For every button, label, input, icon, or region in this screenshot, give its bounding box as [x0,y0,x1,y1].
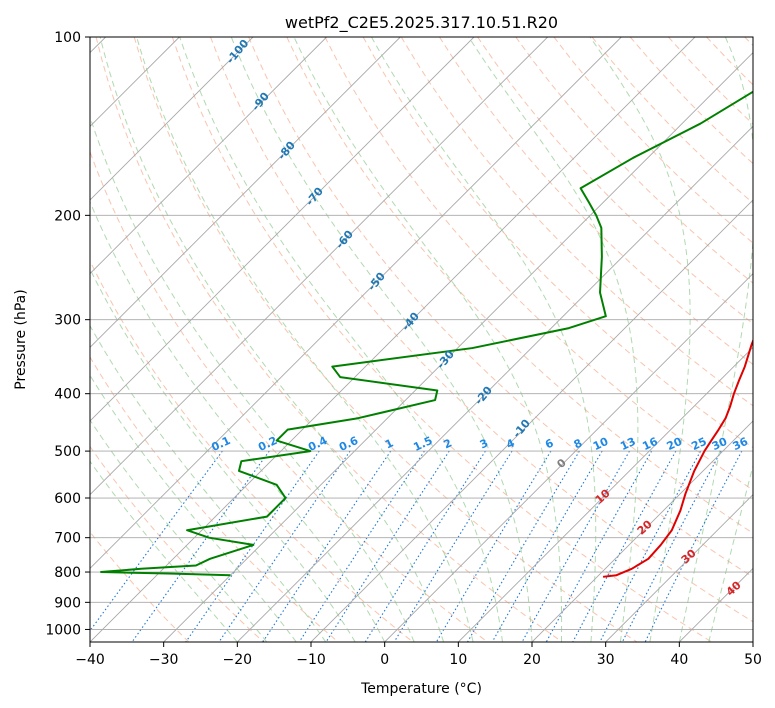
y-tick-label: 500 [54,444,81,460]
x-tick-label: −30 [149,652,179,668]
mixing-ratio-line [491,450,603,642]
x-tick-label: 20 [523,652,541,668]
mixing-ratio-line [545,450,653,642]
y-axis-label: Pressure (hPa) [13,289,29,389]
dry-adiabat-line [324,37,753,491]
dry-adiabat-line [90,356,339,642]
x-tick-label: 10 [449,652,467,668]
mixing-ratio-label: 36 [731,435,751,453]
mixing-ratio-line [644,450,743,642]
isotherm-line [90,37,327,275]
isotherm-line [90,37,548,496]
moist-adiabat-line [179,37,504,642]
isotherm-line [163,52,753,642]
mixing-ratio-label: 16 [640,435,660,453]
x-tick-label: −10 [296,652,326,668]
moist-adiabats [90,37,753,642]
isotherm-line [237,125,753,642]
y-tick-label: 400 [54,387,81,403]
moist-adiabat-line [90,268,356,642]
isotherm-line [90,37,475,422]
isotherm-line [90,37,401,348]
x-tick-label: −40 [75,652,105,668]
isotherm-line [90,37,696,642]
isotherm-line [605,494,753,642]
isotherm-line [90,37,622,569]
dry-adiabat-line [248,37,753,578]
moist-adiabat-line [293,37,563,642]
chart-title: wetPf2_C2E5.2025.317.10.51.R20 [285,13,558,33]
isotherm-line [310,199,753,642]
moist-adiabat-line [678,37,753,642]
mixing-ratio-line [218,450,351,642]
isotherm-line [458,346,753,642]
mixing-ratio-label: 13 [618,435,637,453]
y-tick-label: 600 [54,491,81,507]
y-tick-label: 900 [54,595,81,611]
plot-frame [89,36,754,643]
x-tick-label: 30 [597,652,615,668]
isobar-grid [90,37,753,630]
y-tick-label: 100 [54,30,81,46]
moist-adiabat-line [99,37,445,642]
mixing-ratio-line [90,450,223,632]
y-tick-label: 800 [54,565,81,581]
mixing-ratio-line [572,450,677,642]
isotherm-line [90,37,254,201]
moist-adiabat-line [230,37,533,642]
dry-adiabat-line [90,445,264,642]
moist-adiabat-line [90,200,386,642]
mixing-ratio-label: 10 [591,435,611,453]
temperature-line [602,338,753,578]
mixing-ratio-label: 20 [665,435,685,453]
profile-series [100,90,753,578]
moist-adiabat-line [90,115,415,642]
dewpoint-line [100,90,753,577]
moist-adiabat-line [468,37,639,642]
mixing-ratio-line [521,450,630,642]
dry-adiabat-line [90,150,488,642]
x-axis-label: Temperature (°C) [360,681,482,697]
mixing-ratio-line [621,450,722,642]
mixing-ratio-line [185,450,320,642]
y-tick-label: 300 [54,313,81,329]
dry-adiabats [90,37,753,642]
mixing-ratio-line [262,450,392,642]
dry-adiabat-line [210,37,753,623]
dry-adiabat-line [95,37,563,642]
x-axis-ticks: −40 −30 −20 −10 0 10 20 30 40 50 [75,642,762,668]
dry-adiabat-line [477,37,753,325]
mixing-ratio-line [298,450,425,642]
x-tick-label: 0 [380,652,389,668]
moist-adiabat-line [589,37,691,642]
plot-background [90,37,753,642]
y-tick-label: 1000 [45,622,81,638]
moist-adiabat-line [90,374,297,642]
y-tick-label: 700 [54,531,81,547]
moist-adiabat-line [90,419,268,642]
moist-adiabat-line [708,463,753,642]
x-tick-label: 40 [670,652,688,668]
moist-adiabat-line [90,324,327,642]
dry-adiabat-line [133,37,638,642]
mixing-ratio-label: 30 [710,435,730,453]
plot-area [90,37,753,642]
mixing-ratio-label: 25 [689,435,708,453]
y-axis-ticks: 100 200 300 400 500 600 700 800 900 1000 [45,30,90,638]
dry-adiabat-line [171,37,712,642]
mixing-ratio-line [599,450,702,642]
dry-adiabat-line [439,37,753,366]
isotherm-grid [90,37,753,642]
isotherm-line [531,420,753,642]
moist-adiabat-line [90,460,238,642]
y-tick-label: 200 [54,208,81,224]
x-tick-label: −20 [223,652,253,668]
moist-adiabat-line [136,37,474,642]
x-tick-label: 50 [744,652,762,668]
moist-adiabat-line [371,37,597,642]
isotherm-line [384,273,753,642]
